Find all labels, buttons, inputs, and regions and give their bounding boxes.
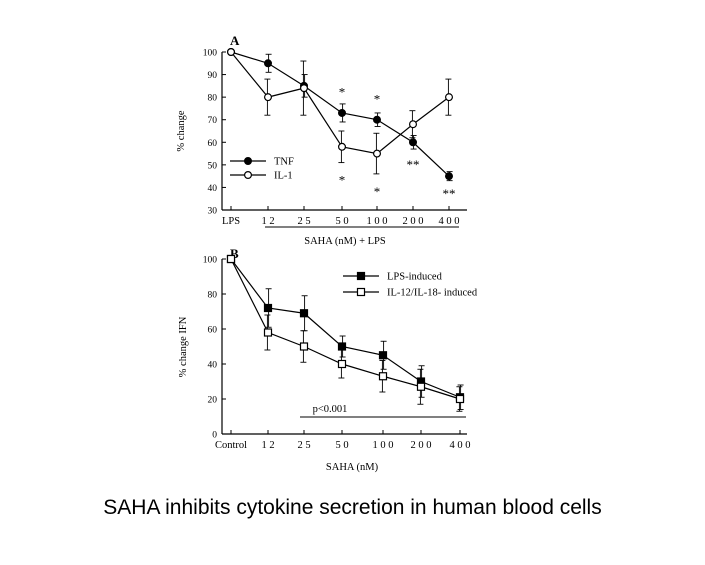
data-point [445,172,454,181]
series-il-12-il-18-induced [226,254,465,412]
y-axis-title: % change [176,110,187,151]
legend-label: IL-12/IL-18- induced [387,288,478,299]
x-tick-label: 1 2 [261,216,274,227]
legend-marker [244,171,253,180]
y-tick-label: 80 [208,94,218,104]
x-tick-label: LPS [222,216,240,227]
data-point [378,372,388,381]
p-value-label: p<0.001 [313,404,348,415]
y-tick-label: 90 [208,71,218,81]
data-point [264,59,273,68]
data-point [226,254,236,264]
x-tick-label: 5 0 [335,216,348,227]
x-axis-title: SAHA (nM) [326,462,379,473]
y-tick-label: 20 [208,396,218,406]
y-tick-label: 0 [212,431,217,441]
data-point [409,120,418,129]
significance-marker: * [374,184,381,199]
data-point [416,382,426,391]
x-tick-label: 4 0 0 [439,216,460,227]
data-point [227,47,236,56]
data-point [337,359,347,369]
y-tick-label: 40 [208,184,218,194]
series-lps-induced [226,254,465,410]
legend-marker [356,271,366,281]
x-tick-label: 2 5 [297,216,310,227]
x-axis-title: SAHA (nM) + LPS [304,236,386,247]
significance-marker: ** [443,186,456,201]
y-tick-label: 80 [208,291,218,301]
significance-marker: * [339,85,346,100]
data-point [300,84,309,93]
panel-label: A [230,33,240,48]
data-point [455,394,465,404]
data-point [338,108,347,117]
x-tick-label: 4 0 0 [450,440,471,451]
data-point [337,342,347,351]
y-tick-label: 60 [208,326,218,336]
series-line [230,51,450,155]
significance-marker: ** [407,157,420,172]
data-point [378,351,388,360]
data-point [373,149,382,158]
legend-label: TNF [274,157,294,168]
figure-caption: SAHA inhibits cytokine secretion in huma… [103,496,602,519]
panel-label: B [230,246,239,261]
y-axis-title: % change IFN [178,316,189,377]
significance-marker: * [339,173,346,188]
legend-label: LPS-induced [387,272,443,283]
panel-a-chart: 100 90 80 70 60 50 40 30 LPS 1 2 2 5 5 0 1 0 0 2 0 0 4… [176,33,467,247]
y-tick-label: 40 [208,361,218,371]
legend-entry: LPS-induced [343,272,443,283]
legend-entry: IL-1 [230,171,293,182]
x-tick-label: 2 0 0 [403,216,424,227]
series-il-1 [227,47,454,175]
x-tick-label: 5 0 [335,440,348,451]
legend-marker [356,287,366,297]
x-tick-label: 2 0 0 [411,440,432,451]
legend-entry: IL-12/IL-18- induced [343,288,478,299]
data-point [264,93,273,102]
data-point [409,138,418,147]
y-tick-label: 30 [208,207,218,217]
y-tick-label: 50 [208,161,218,171]
data-point [373,115,382,124]
data-point [263,328,273,337]
significance-marker: * [374,91,381,106]
data-point [299,309,309,318]
data-point [338,142,347,151]
x-tick-label: 1 2 [261,440,274,451]
data-point [263,303,273,313]
y-tick-label: 100 [203,256,218,266]
y-tick-label: 70 [208,116,218,126]
x-tick-label: 2 5 [297,440,310,451]
data-point [445,93,454,102]
y-tick-label: 100 [203,49,218,59]
x-tick-label: Control [215,440,247,451]
x-tick-label: 1 0 0 [373,440,394,451]
data-point [299,342,309,351]
y-tick-label: 60 [208,139,218,149]
legend-marker [244,157,253,166]
x-tick-label: 1 0 0 [367,216,388,227]
legend-label: IL-1 [274,171,293,182]
legend-entry: TNF [230,157,294,168]
